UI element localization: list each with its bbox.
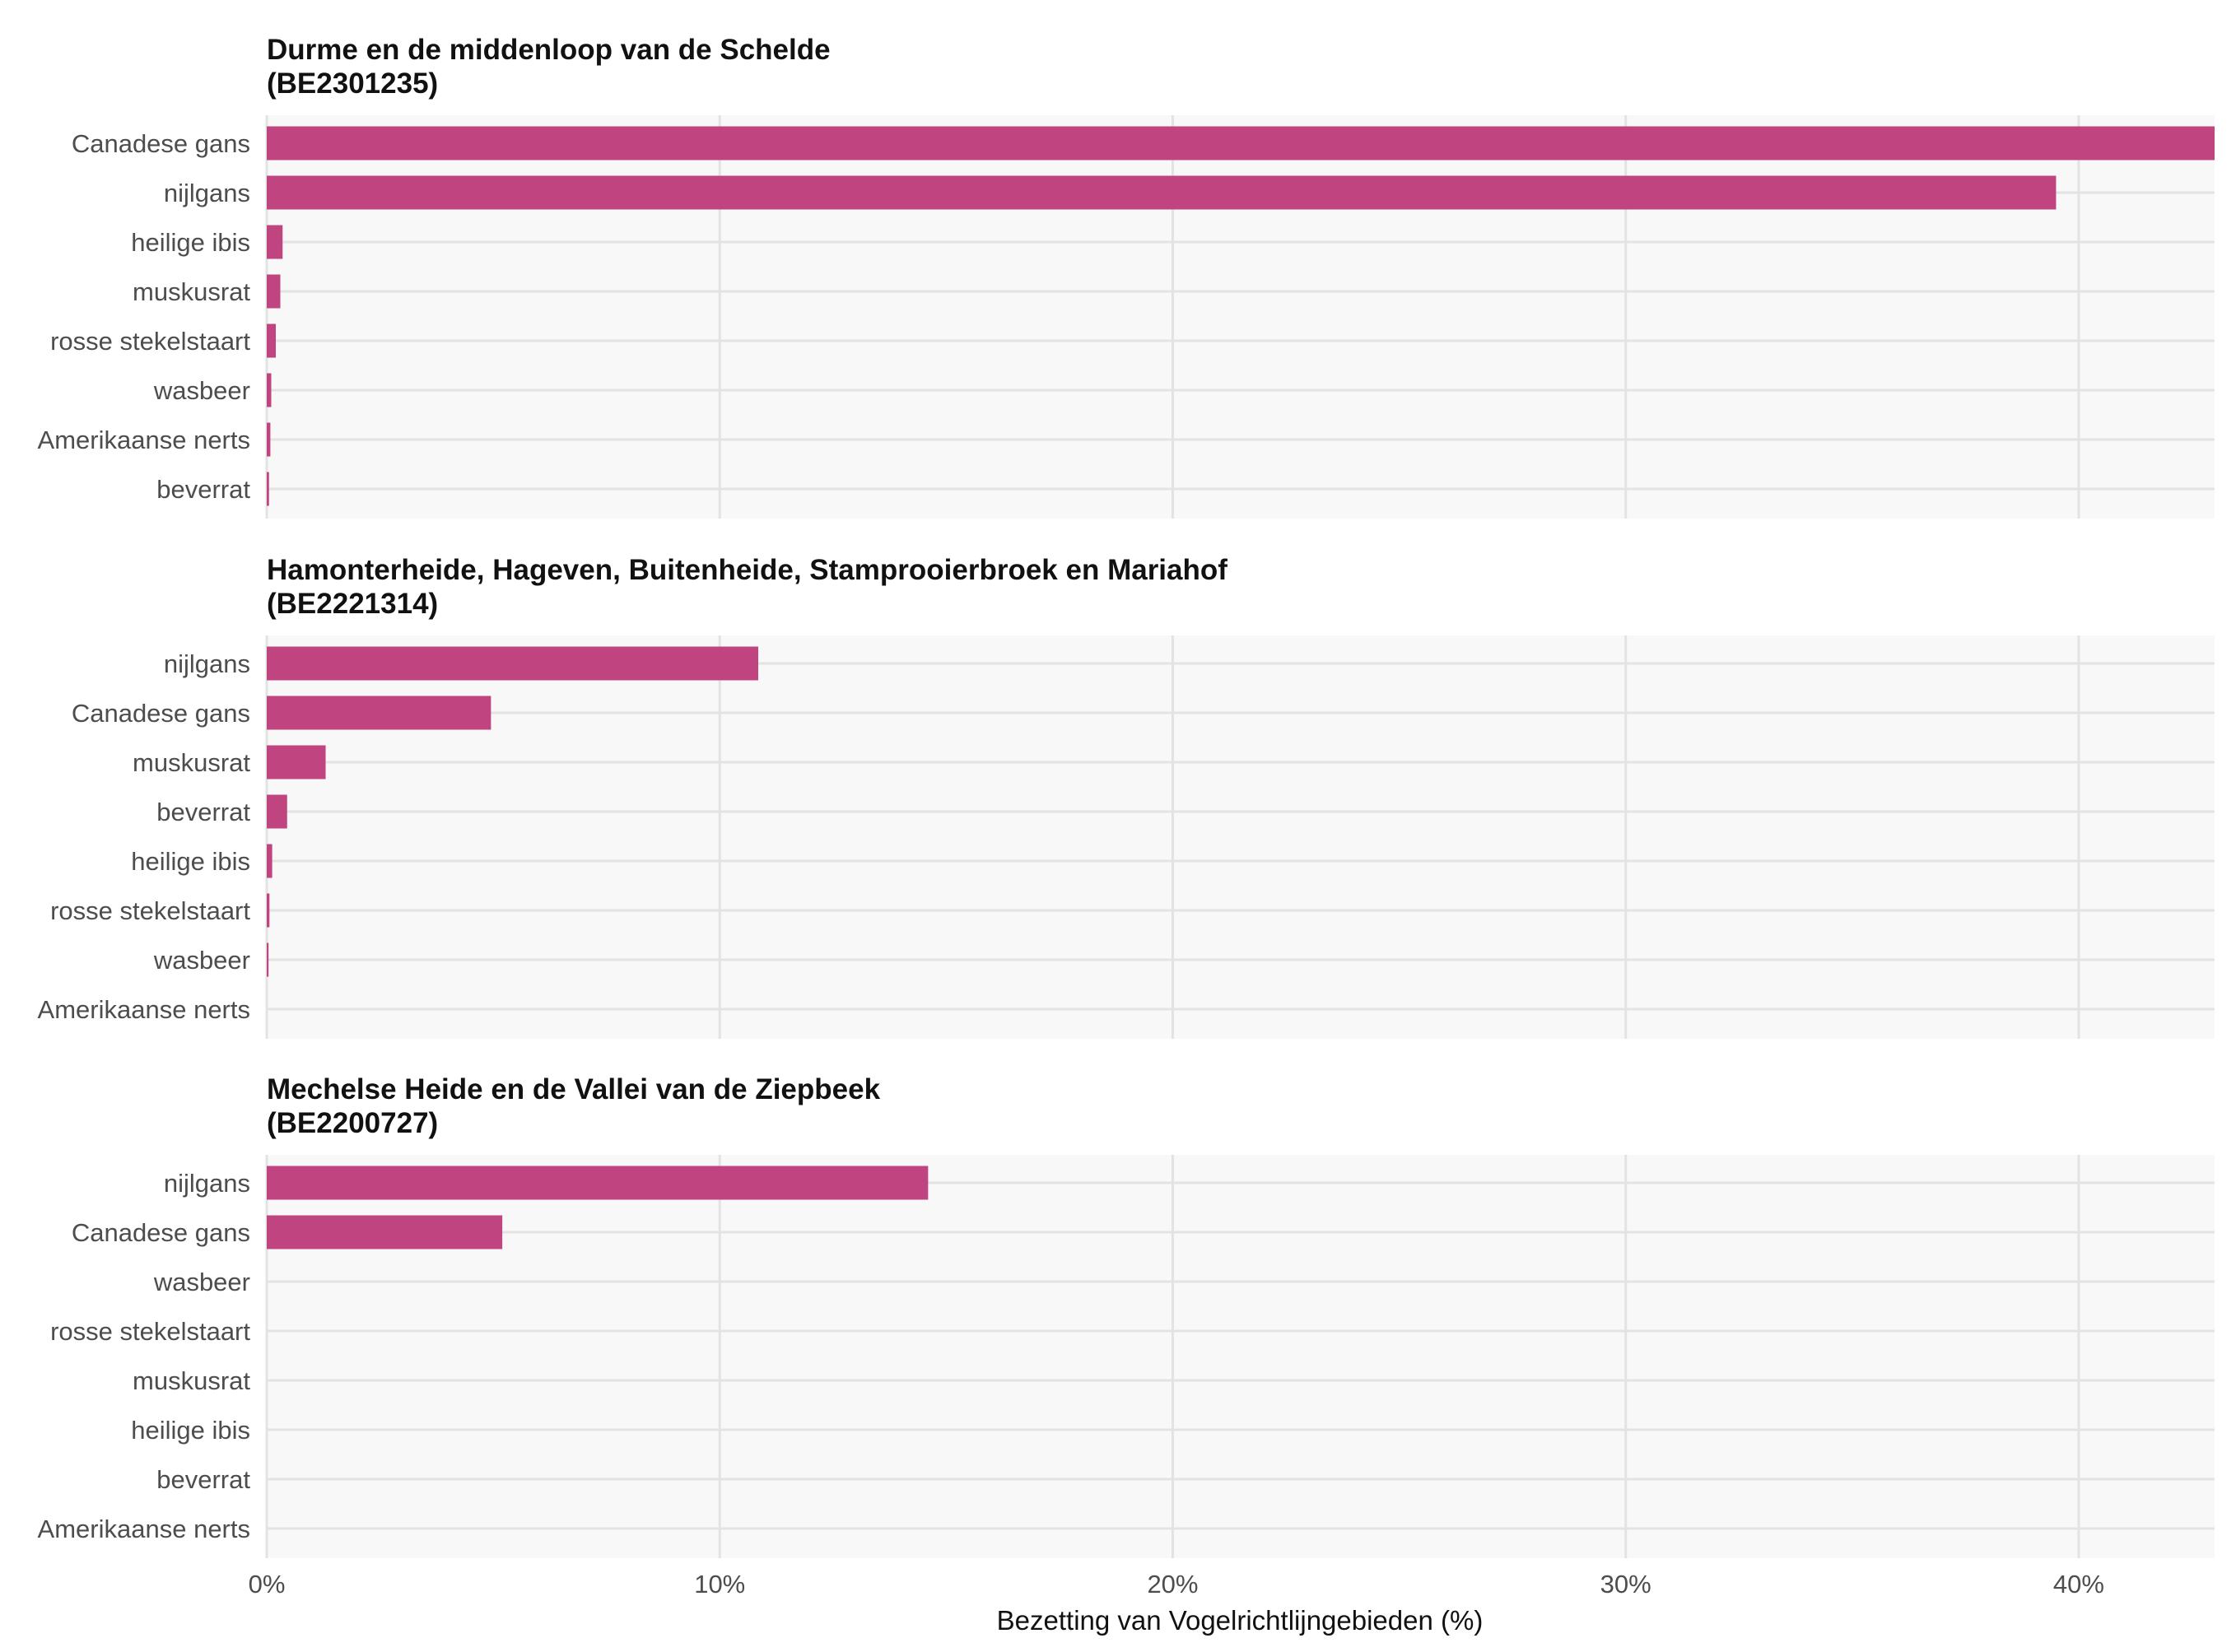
category-label: nijlgans	[164, 649, 250, 678]
category-label: Amerikaanse nerts	[38, 995, 250, 1024]
category-label: Amerikaanse nerts	[38, 1515, 250, 1543]
panel-2: nijlgans Canadese gans muskusrat beverrat he…	[38, 554, 2215, 1039]
category-label: heilige ibis	[131, 228, 250, 257]
category-label: Canadese gans	[72, 1218, 250, 1247]
category-label: heilige ibis	[131, 847, 250, 876]
bar-beverrat	[267, 794, 287, 829]
x-tick-label: 0%	[249, 1570, 286, 1598]
panel-3: nijlgans Canadese gans wasbeer rosse stekel…	[38, 1073, 2215, 1558]
bar-nijlgans	[267, 175, 2057, 210]
category-label: beverrat	[156, 798, 250, 826]
category-label: beverrat	[156, 1465, 250, 1494]
panel-background	[267, 635, 2215, 1039]
panel-subtitle: (BE2200727)	[267, 1107, 438, 1139]
panel-title: Durme en de middenloop van de Schelde	[267, 34, 831, 66]
x-tick-label: 40%	[2053, 1570, 2104, 1598]
category-label: Canadese gans	[72, 129, 250, 158]
category-label: nijlgans	[164, 1169, 250, 1198]
category-label: rosse stekelstaart	[50, 1317, 250, 1346]
category-label: muskusrat	[133, 748, 250, 777]
bar-amerikaanse-nerts	[267, 422, 271, 457]
x-axis-title: Bezetting van Vogelrichtlijngebieden (%)	[997, 1605, 1484, 1636]
x-axis: 0% 10% 20% 30% 40%	[249, 1570, 2104, 1598]
category-label: rosse stekelstaart	[50, 896, 250, 925]
panel-subtitle: (BE2221314)	[267, 588, 438, 620]
bar-nijlgans	[267, 646, 759, 681]
chart-panels: Canadese gans nijlgans heilige ibis muskusr…	[38, 34, 2215, 1558]
panel-1: Canadese gans nijlgans heilige ibis muskusr…	[38, 34, 2215, 519]
x-tick-label: 10%	[694, 1570, 745, 1598]
bar-muskusrat	[267, 745, 326, 779]
category-label: rosse stekelstaart	[50, 327, 250, 356]
category-label: muskusrat	[133, 277, 250, 306]
bar-canadese-gans	[267, 696, 491, 730]
bar-nijlgans	[267, 1166, 929, 1200]
bar-heilige-ibis	[267, 844, 273, 878]
panel-title: Mechelse Heide en de Vallei van de Ziepb…	[267, 1073, 881, 1105]
category-label: Canadese gans	[72, 699, 250, 728]
bar-beverrat	[267, 472, 269, 506]
category-label: wasbeer	[153, 946, 250, 975]
bar-wasbeer	[267, 373, 272, 407]
panel-subtitle: (BE2301235)	[267, 67, 438, 100]
x-tick-label: 30%	[1600, 1570, 1651, 1598]
bar-canadese-gans	[267, 1215, 503, 1249]
category-label: Amerikaanse nerts	[38, 426, 250, 454]
category-label: nijlgans	[164, 179, 250, 207]
category-label: wasbeer	[153, 376, 250, 405]
category-label: heilige ibis	[131, 1416, 250, 1445]
panel-background	[267, 1155, 2215, 1558]
bar-rosse-stekelstaart	[267, 323, 277, 358]
bar-rosse-stekelstaart	[267, 893, 270, 928]
panel-title: Hamonterheide, Hageven, Buitenheide, Sta…	[267, 554, 1227, 586]
bar-muskusrat	[267, 274, 281, 309]
category-label: beverrat	[156, 475, 250, 504]
category-label: muskusrat	[133, 1366, 250, 1395]
bar-wasbeer	[267, 942, 269, 977]
x-tick-label: 20%	[1147, 1570, 1198, 1598]
category-label: wasbeer	[153, 1268, 250, 1296]
bar-canadese-gans	[267, 126, 2215, 161]
bar-heilige-ibis	[267, 225, 283, 259]
